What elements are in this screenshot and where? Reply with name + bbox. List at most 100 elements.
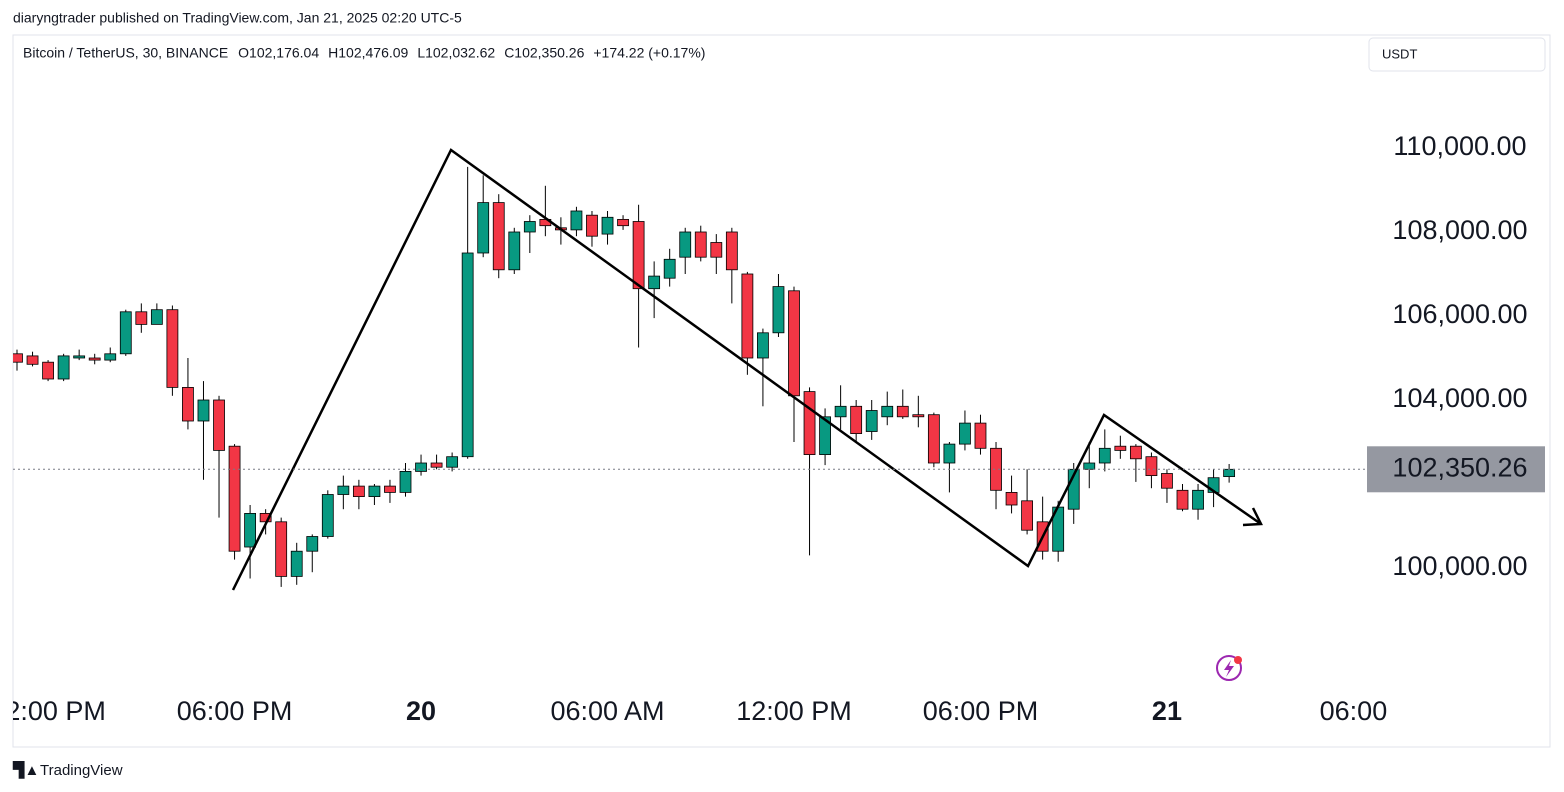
candle-body: [306, 536, 319, 552]
candle-body: [788, 290, 800, 397]
arrow-head: [1242, 507, 1263, 527]
candle-body: [150, 309, 163, 325]
header-open: O102,176.04: [238, 45, 319, 61]
trend-line: [231, 148, 1262, 591]
candle-body: [26, 355, 39, 365]
candle-body: [927, 414, 940, 464]
candle-body: [648, 275, 661, 290]
y-tick-label: 110,000.00: [1393, 131, 1526, 161]
candle-body: [834, 405, 847, 418]
x-tick-label: 06:00 PM: [177, 696, 293, 726]
candle-body: [244, 513, 257, 548]
currency-button[interactable]: [1368, 37, 1546, 72]
candle-body: [570, 210, 583, 231]
candle-body: [13, 353, 23, 363]
candle-body: [694, 231, 707, 258]
candle-body: [213, 399, 225, 451]
candle-body: [384, 485, 396, 493]
y-tick-label: 106,000.00: [1392, 299, 1527, 329]
candle-body: [104, 353, 117, 361]
brand-logo: ▜▲: [13, 760, 39, 779]
candle-body: [321, 494, 334, 537]
candle-body: [88, 357, 101, 361]
candle-body: [1021, 500, 1033, 531]
candle-body: [1129, 445, 1142, 460]
candle-body: [523, 221, 536, 233]
plot-area: 12:00 PM 06:00 PM 20 06:00 AM 12:00 PM 06:00 …: [0, 166, 1388, 726]
candle-body: [741, 273, 754, 359]
candle-body: [803, 391, 816, 456]
candle-body: [415, 462, 427, 472]
byline: diaryngtrader published on TradingView.c…: [13, 10, 462, 26]
candle-body: [990, 447, 1002, 491]
x-tick-label: 06:00: [1320, 696, 1388, 726]
candle-body: [632, 221, 645, 290]
candle-body: [772, 286, 785, 334]
candle-body: [586, 214, 598, 237]
candle-body: [943, 443, 956, 464]
candle-body: [508, 231, 521, 271]
candle-body: [492, 202, 505, 271]
candle-body: [1145, 456, 1158, 477]
candle-body: [182, 386, 194, 422]
icon-dot: [1234, 656, 1242, 664]
candle-body: [461, 252, 474, 458]
candle-body: [166, 309, 179, 388]
x-tick-label: 21: [1152, 696, 1182, 726]
candle-body: [57, 355, 70, 380]
candle-body: [896, 405, 909, 418]
candle-body: [430, 462, 443, 468]
candle-body: [399, 471, 412, 493]
header: Bitcoin / TetherUS, 30, BINANCE O102,176…: [23, 45, 705, 61]
candle-body: [1114, 445, 1127, 451]
candle-body: [1161, 473, 1173, 489]
candle-body: [974, 422, 987, 449]
y-tick-label: 100,000.00: [1392, 551, 1527, 581]
candle-body: [446, 456, 459, 468]
currency-label: USDT: [1382, 46, 1417, 61]
candle-body: [912, 414, 925, 418]
chart-frame: [12, 34, 1551, 748]
x-tick-label: 06:00 PM: [923, 696, 1039, 726]
last-price-label: 102,350.26: [1392, 452, 1527, 482]
candle-body: [275, 521, 288, 577]
candle-body: [663, 258, 676, 279]
header-close: C102,350.26: [504, 45, 584, 61]
header-low: L102,032.62: [417, 45, 495, 61]
candle-body: [135, 311, 148, 325]
candle-body: [1192, 489, 1204, 510]
candle-body: [881, 405, 894, 418]
candle-body: [1176, 489, 1189, 510]
candle-body: [1223, 468, 1236, 478]
candle-body: [959, 422, 971, 445]
brand: TradingView: [40, 762, 123, 779]
candle-body: [1083, 462, 1096, 470]
candle-body: [725, 231, 738, 271]
candle-body: [710, 242, 723, 258]
candle-body: [42, 361, 54, 380]
candle-body: [850, 405, 863, 435]
candle-body: [337, 485, 350, 495]
header-change: +174.22 (+0.17%): [593, 45, 705, 61]
candle-body: [228, 445, 241, 552]
symbol: Bitcoin / TetherUS, 30, BINANCE: [23, 45, 228, 61]
candle-body: [601, 216, 614, 235]
candle-body: [368, 485, 381, 498]
y-tick-label: 104,000.00: [1392, 383, 1527, 413]
candle-body: [757, 332, 769, 359]
candle-body: [1098, 447, 1111, 464]
x-tick-label: 06:00 AM: [550, 696, 664, 726]
candle-body: [352, 485, 365, 498]
trend-drawing: [231, 148, 1263, 591]
x-tick-label: 20: [406, 696, 436, 726]
candle-body: [617, 218, 629, 227]
x-tick-label: 12:00 PM: [0, 696, 106, 726]
replay-icon[interactable]: [1216, 655, 1242, 681]
candle-body: [73, 355, 86, 359]
candle-body: [819, 416, 831, 456]
y-tick-label: 108,000.00: [1392, 215, 1527, 245]
last-price-tag: [1367, 446, 1545, 493]
x-tick-label: 12:00 PM: [736, 696, 852, 726]
